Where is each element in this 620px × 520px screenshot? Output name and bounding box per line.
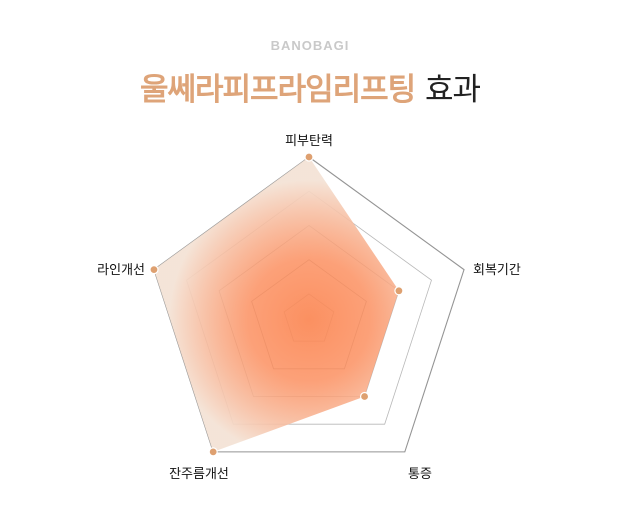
data-point-4 xyxy=(208,447,218,457)
axis-label: 피부탄력 xyxy=(285,134,333,149)
title-product: 울쎄라피프라임리프팅 xyxy=(139,72,416,108)
data-point-1 xyxy=(304,152,314,162)
axis-label: 통증 xyxy=(408,467,432,482)
data-area xyxy=(153,157,399,452)
data-point-2 xyxy=(394,286,404,296)
data-point-3 xyxy=(359,391,370,402)
title-suffix: 효과 xyxy=(424,72,481,108)
axis-label: 잔주름개선 xyxy=(169,467,229,482)
axis-label: 라인개선 xyxy=(97,263,145,278)
data-point-5 xyxy=(149,265,159,275)
page-title: 울쎄라피프라임리프팅 효과 xyxy=(0,64,620,109)
axis-label: 회복기간 xyxy=(473,263,521,278)
brand-label: BANOBAGI xyxy=(270,38,350,53)
